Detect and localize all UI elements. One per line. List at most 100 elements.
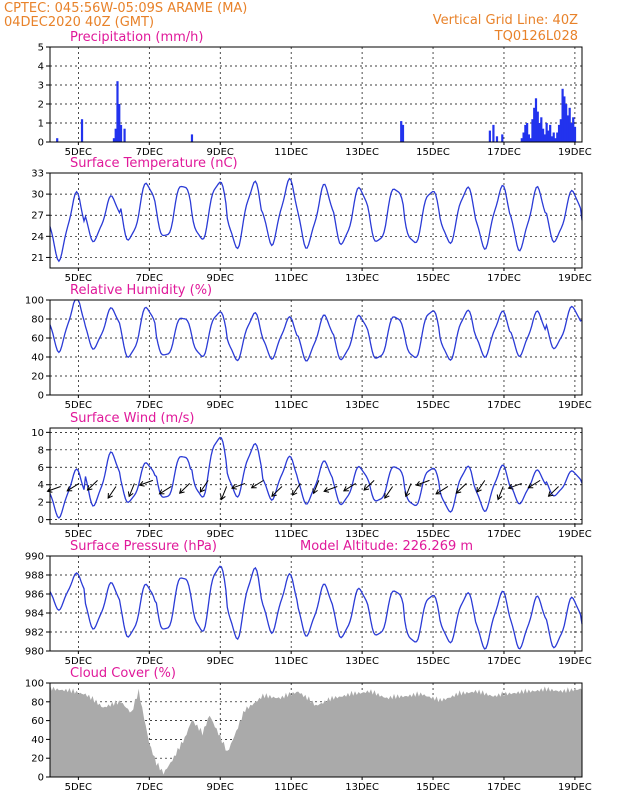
- precipitation-xtick-3: 11DEC: [274, 147, 308, 158]
- precipitation-bar-33: [552, 132, 555, 142]
- precipitation-bar-44: [572, 117, 575, 142]
- humidity-xtick-2: 9DEC: [207, 400, 234, 411]
- wind-vector-head-8: [199, 486, 206, 493]
- cloud-cover-xtick-5: 15DEC: [416, 782, 450, 793]
- pressure-annotation: Model Altitude: 226.269 m: [300, 539, 473, 554]
- pressure-xtick-5: 15DEC: [416, 656, 450, 667]
- cloud-cover-area: [50, 684, 582, 777]
- precipitation-ytick-1: 1: [38, 119, 44, 130]
- temperature-ytick-4: 33: [31, 169, 44, 180]
- precipitation-bar-18: [526, 123, 529, 142]
- precipitation-bar-32: [550, 136, 554, 142]
- humidity-ytick-0: 0: [38, 391, 44, 402]
- wind-vector-11: [251, 479, 264, 489]
- wind-ytick-5: 10: [31, 428, 44, 439]
- temperature-xtick-1: 7DEC: [136, 273, 163, 284]
- pressure-ytick-4: 988: [25, 571, 44, 582]
- precipitation-bar-1: [80, 119, 84, 142]
- wind-vector-head-13: [292, 490, 298, 496]
- precipitation-bar-29: [545, 123, 548, 142]
- temperature-ytick-2: 27: [31, 211, 44, 222]
- temperature-panel: Surface Temperature (nC) 21 24 27 30 33 5DEC 7D…: [31, 156, 592, 284]
- cloud-cover-xtick-2: 9DEC: [207, 782, 234, 793]
- precipitation-xtick-5: 15DEC: [416, 147, 450, 158]
- wind-vector-7: [179, 483, 191, 494]
- cloud-cover-ytick-2: 40: [31, 735, 44, 746]
- wind-vector-head-4: [127, 491, 134, 498]
- wind-vector-head-2: [86, 485, 93, 491]
- wind-title: Surface Wind (m/s): [70, 411, 194, 426]
- precipitation-bar-16: [522, 132, 525, 142]
- humidity-xtick-7: 19DEC: [558, 400, 592, 411]
- wind-vector-head-26: [527, 483, 534, 489]
- cloud-cover-ytick-0: 0: [38, 773, 44, 784]
- wind-vector-22: [455, 483, 467, 494]
- wind-vector-9: [220, 486, 228, 500]
- temperature-ytick-3: 30: [31, 190, 44, 201]
- wind-vector-head-15: [323, 487, 330, 493]
- precipitation-bar-43: [570, 123, 573, 142]
- wind-vector-head-25: [507, 484, 514, 490]
- wind-frame: [49, 427, 583, 525]
- wind-vector-27: [548, 486, 559, 497]
- wind-xtick-3: 11DEC: [274, 529, 308, 540]
- precipitation-panel: Precipitation (mm/h) 0 1 2 3 4 5 5DEC 7DEC 9DEC 11…: [38, 30, 592, 158]
- temperature-title: Surface Temperature (nC): [70, 156, 238, 171]
- precipitation-bar-10: [401, 124, 405, 142]
- header-station: CPTEC: 045:56W-05:09S ARAME (MA): [4, 1, 247, 16]
- wind-vector-3: [107, 486, 117, 499]
- cloud-cover-xtick-7: 19DEC: [558, 782, 592, 793]
- pressure-title: Surface Pressure (hPa): [70, 539, 217, 554]
- precipitation-bar-26: [540, 117, 543, 142]
- wind-vector-head-7: [178, 488, 185, 494]
- humidity-line: [49, 299, 583, 362]
- wind-ytick-0: 0: [38, 515, 44, 526]
- wind-vector-19: [405, 483, 412, 497]
- precipitation-xtick-4: 13DEC: [345, 147, 379, 158]
- precipitation-bar-8: [190, 134, 194, 142]
- wind-vector-4: [128, 483, 135, 497]
- precipitation-bar-12: [492, 124, 495, 142]
- wind-vector-head-5: [138, 480, 145, 487]
- wind-vector-23: [476, 480, 486, 493]
- temperature-xtick-4: 13DEC: [345, 273, 379, 284]
- precipitation-title: Precipitation (mm/h): [70, 30, 203, 45]
- pressure-xtick-4: 13DEC: [345, 656, 379, 667]
- wind-xtick-5: 15DEC: [416, 529, 450, 540]
- wind-vector-1: [66, 482, 80, 492]
- wind-ytick-2: 4: [38, 480, 44, 491]
- temperature-xtick-6: 17DEC: [487, 273, 521, 284]
- cloud-cover-xtick-1: 7DEC: [136, 782, 163, 793]
- wind-vector-17: [363, 480, 375, 491]
- precipitation-ytick-0: 0: [38, 138, 44, 149]
- precipitation-bar-35: [556, 132, 559, 142]
- precipitation-bar-15: [520, 138, 523, 142]
- humidity-panel: Relative Humidity (%) 0 20 40 60 80 100 5DEC 7DE…: [25, 283, 592, 411]
- precipitation-ytick-2: 2: [38, 100, 44, 111]
- wind-vector-13: [292, 483, 301, 496]
- precipitation-bar-3: [114, 128, 117, 142]
- pressure-ytick-2: 984: [25, 609, 44, 620]
- wind-vector-2: [87, 480, 98, 491]
- precipitation-bar-5: [118, 104, 121, 142]
- precipitation-bar-0: [56, 138, 59, 142]
- precipitation-bar-17: [524, 124, 527, 142]
- precipitation-bar-9: [400, 121, 403, 142]
- wind-vector-head-19: [404, 491, 411, 498]
- precipitation-frame: [49, 46, 583, 143]
- wind-panel: Surface Wind (m/s) 0 2 4 6 8 10 5DEC 7DEC 9DEC 11D…: [31, 411, 592, 540]
- pressure-panel: Surface Pressure (hPa) Model Altitude: 22…: [25, 539, 592, 667]
- precipitation-ytick-3: 3: [38, 81, 44, 92]
- precipitation-xtick-1: 7DEC: [136, 147, 163, 158]
- humidity-xtick-3: 11DEC: [274, 400, 308, 411]
- pressure-xtick-6: 17DEC: [487, 656, 521, 667]
- humidity-ytick-1: 20: [31, 372, 44, 383]
- cloud-cover-ytick-1: 20: [31, 754, 44, 765]
- humidity-xtick-0: 5DEC: [65, 400, 92, 411]
- wind-vector-head-11: [250, 483, 257, 489]
- cloud-cover-xtick-0: 5DEC: [65, 782, 92, 793]
- wind-vector-head-23: [476, 486, 482, 493]
- precipitation-xtick-2: 9DEC: [207, 147, 234, 158]
- wind-vector-head-21: [435, 489, 442, 495]
